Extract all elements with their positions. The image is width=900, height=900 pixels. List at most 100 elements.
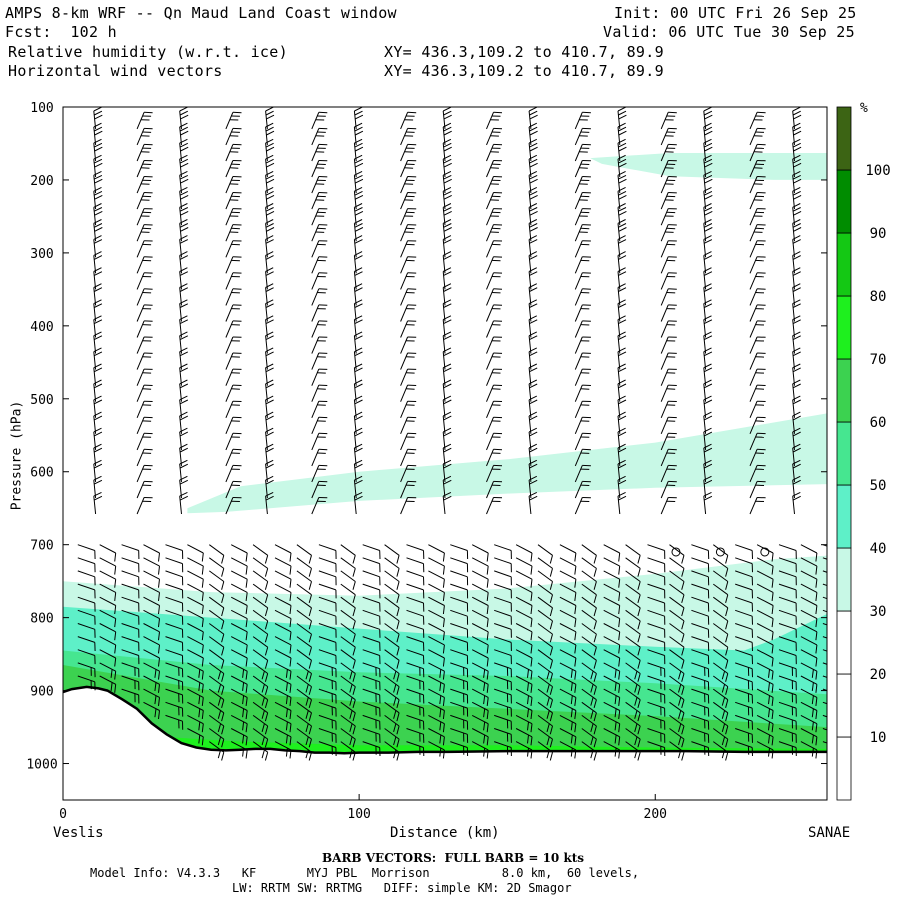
- wind-barb: [165, 675, 184, 691]
- wind-barb: [265, 186, 275, 210]
- barb-shaft: [252, 714, 268, 727]
- wind-barb: [311, 352, 328, 370]
- barb-flag: [703, 447, 713, 453]
- wind-barb: [749, 192, 766, 210]
- wind-barb: [822, 583, 827, 587]
- wind-barb: [660, 320, 677, 338]
- barb-shaft: [660, 368, 669, 386]
- barb-flag: [618, 749, 621, 759]
- barb-flag: [637, 594, 641, 604]
- barb-flag: [154, 708, 157, 718]
- barb-flag: [527, 734, 529, 744]
- barb-shaft: [340, 557, 356, 569]
- wind-barb: [486, 127, 503, 146]
- wind-barb: [442, 186, 452, 210]
- barb-shaft: [340, 570, 356, 582]
- wind-barb: [442, 347, 452, 370]
- wind-barb: [617, 235, 627, 258]
- wind-barb: [625, 570, 641, 590]
- barb-shaft: [660, 128, 669, 146]
- barb-flag: [793, 114, 802, 120]
- wind-barb: [384, 701, 400, 722]
- barb-shaft: [230, 570, 248, 580]
- wind-barb: [311, 480, 328, 499]
- wind-barb: [625, 728, 641, 748]
- wind-barb: [792, 347, 801, 370]
- barb-flag: [93, 479, 103, 485]
- wind-barb: [792, 491, 801, 515]
- barb-flag: [618, 671, 621, 680]
- barb-shaft: [669, 728, 685, 740]
- wind-barb: [274, 623, 292, 641]
- barb-flag: [158, 618, 160, 628]
- barb-shaft: [400, 272, 409, 290]
- barb-shaft: [77, 623, 95, 630]
- barb-shaft: [749, 208, 758, 226]
- barb-flag: [771, 710, 774, 720]
- wind-barb: [384, 662, 400, 682]
- wind-barb: [450, 741, 469, 757]
- barb-shaft: [384, 649, 400, 661]
- barb-flag: [703, 459, 712, 465]
- barb-flag: [354, 479, 363, 485]
- wind-barb: [165, 623, 184, 638]
- barb-shaft: [318, 583, 337, 591]
- barb-flag: [93, 443, 102, 449]
- barb-flag: [703, 331, 712, 337]
- wind-barb: [93, 203, 103, 226]
- barb-shaft: [574, 401, 583, 418]
- wind-barb: [99, 662, 117, 680]
- barb-flag: [110, 669, 113, 678]
- barb-flag: [637, 568, 641, 577]
- barb-flag: [265, 399, 274, 405]
- barb-shaft: [265, 496, 268, 515]
- wind-barb: [362, 728, 381, 743]
- wind-barb: [537, 596, 553, 617]
- barb-flag: [792, 367, 801, 373]
- barb-flag: [352, 568, 356, 577]
- barb-shaft: [756, 688, 774, 698]
- field-label-rh: Relative humidity (w.r.t. ice): [8, 43, 288, 61]
- barb-flag: [483, 748, 486, 757]
- barb-flag: [179, 495, 189, 501]
- barb-flag: [221, 725, 225, 735]
- wind-barb: [77, 609, 96, 625]
- barb-flag: [93, 203, 102, 208]
- barb-shaft: [494, 649, 512, 656]
- barb-flag: [179, 443, 188, 449]
- wind-barb: [625, 662, 641, 682]
- barb-flag: [618, 178, 627, 184]
- barb-flag: [94, 194, 103, 200]
- barb-flag: [443, 174, 452, 180]
- barb-flag: [529, 447, 538, 453]
- colorbar-band: [836, 484, 852, 549]
- wind-barb: [311, 304, 328, 322]
- barb-flag: [703, 395, 712, 401]
- barb-shaft: [515, 741, 533, 751]
- barb-flag: [154, 695, 157, 705]
- barb-flag: [792, 219, 801, 224]
- barb-flag: [815, 697, 818, 706]
- barb-flag: [614, 734, 617, 744]
- barb-flag: [530, 723, 533, 733]
- barb-flag: [792, 379, 801, 385]
- barb-shaft: [647, 557, 665, 565]
- wind-barb: [296, 583, 312, 604]
- wind-barb: [93, 475, 103, 499]
- barb-shaft: [428, 728, 445, 738]
- barb-shaft: [800, 662, 818, 672]
- wind-barb: [756, 662, 774, 680]
- barb-shaft: [225, 240, 234, 258]
- wind-barb: [574, 208, 591, 226]
- barb-flag: [93, 154, 102, 160]
- barb-flag: [245, 631, 248, 641]
- barb-shaft: [362, 596, 380, 604]
- barb-flag: [93, 415, 103, 421]
- barb-flag: [681, 660, 685, 669]
- barb-flag: [530, 671, 533, 680]
- barb-shaft: [225, 208, 234, 226]
- wind-barb: [486, 368, 503, 386]
- barb-flag: [354, 443, 363, 449]
- colorbar-tick-label: 80: [870, 289, 887, 305]
- wind-barb: [353, 219, 364, 242]
